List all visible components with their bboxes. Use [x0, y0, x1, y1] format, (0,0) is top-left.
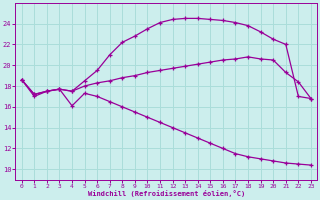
X-axis label: Windchill (Refroidissement éolien,°C): Windchill (Refroidissement éolien,°C) [88, 190, 245, 197]
